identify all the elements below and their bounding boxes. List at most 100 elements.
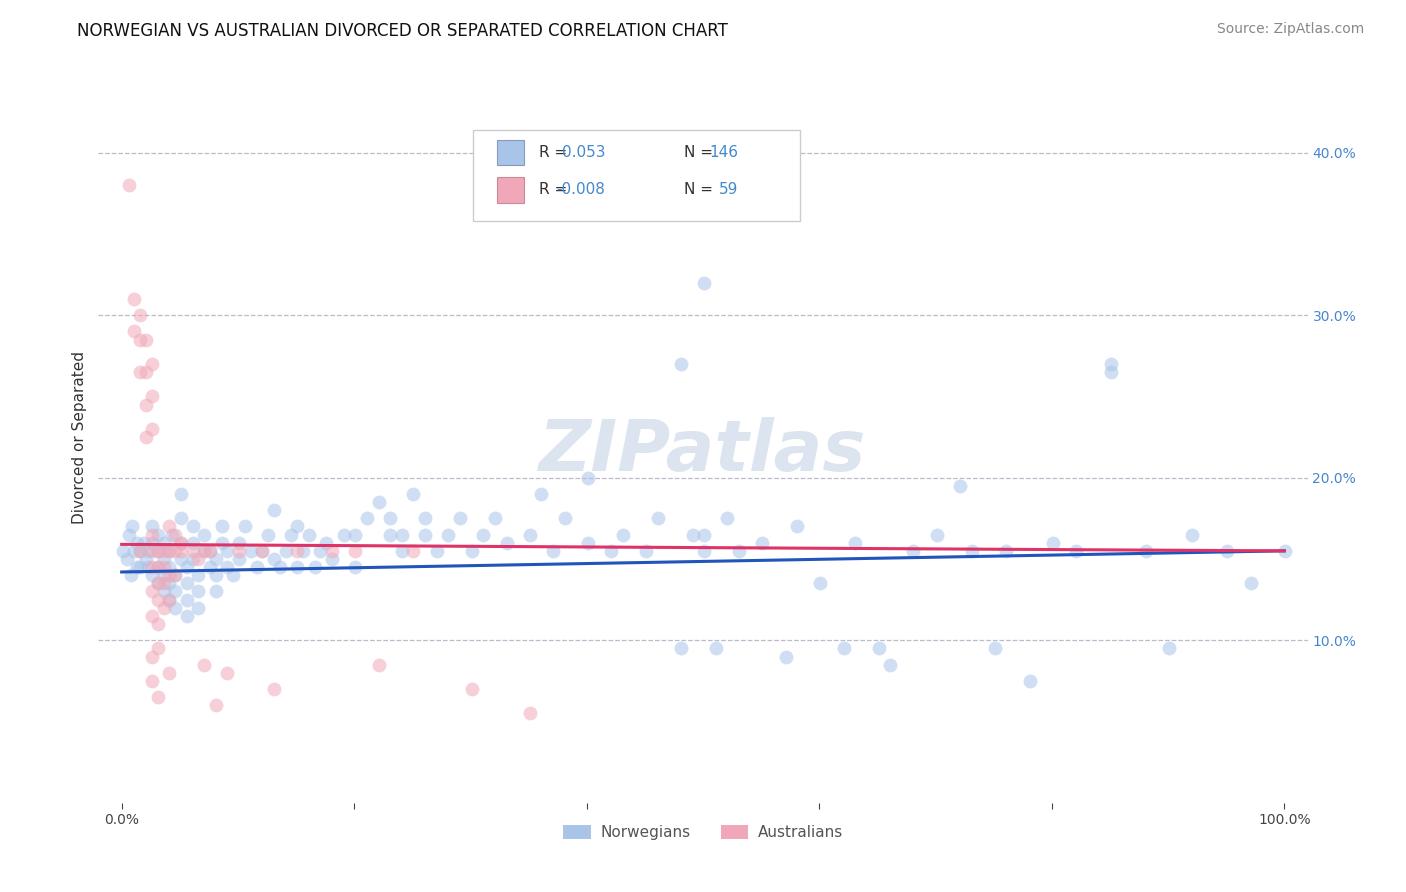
Point (321, 544, 343, 558)
Point (222, 568, 245, 582)
Point (228, 544, 250, 558)
Point (832, 641, 855, 656)
Point (146, 527, 169, 541)
Point (704, 641, 727, 656)
Point (187, 600, 209, 615)
Point (152, 552, 174, 566)
Point (170, 544, 193, 558)
Point (211, 535, 233, 549)
Point (257, 527, 280, 541)
Point (121, 519, 143, 533)
Point (129, 544, 152, 558)
FancyBboxPatch shape (498, 140, 524, 166)
Point (129, 365, 152, 379)
Point (344, 527, 367, 541)
Point (118, 178, 141, 193)
Point (198, 544, 221, 558)
FancyBboxPatch shape (474, 130, 800, 221)
Point (187, 568, 209, 582)
Point (402, 544, 425, 558)
Point (181, 544, 204, 558)
Point (125, 560, 148, 574)
Point (960, 544, 983, 558)
Point (157, 592, 180, 607)
Point (170, 535, 193, 549)
Point (321, 552, 343, 566)
Point (252, 544, 274, 558)
Point (413, 527, 436, 541)
Point (751, 535, 773, 549)
Point (135, 398, 157, 412)
Point (612, 527, 634, 541)
Text: NORWEGIAN VS AUSTRALIAN DIVORCED OR SEPARATED CORRELATION CHART: NORWEGIAN VS AUSTRALIAN DIVORCED OR SEPA… (77, 22, 728, 40)
Point (125, 535, 148, 549)
Point (157, 568, 180, 582)
Point (165, 600, 187, 615)
Point (170, 487, 193, 501)
Point (138, 560, 160, 574)
Point (157, 544, 180, 558)
Point (460, 544, 482, 558)
Point (141, 608, 163, 623)
Point (1099, 365, 1122, 379)
Point (879, 657, 901, 672)
Text: 59: 59 (718, 182, 738, 197)
Point (141, 389, 163, 403)
Point (344, 560, 367, 574)
Point (217, 665, 239, 680)
Point (728, 544, 751, 558)
Point (120, 568, 142, 582)
Point (576, 471, 599, 485)
Point (165, 544, 187, 558)
Point (165, 568, 187, 582)
Point (157, 592, 180, 607)
Point (141, 560, 163, 574)
Point (263, 681, 285, 696)
Point (380, 527, 402, 541)
Point (530, 487, 553, 501)
Point (146, 560, 169, 574)
Point (165, 584, 187, 599)
Point (146, 617, 169, 632)
Point (181, 552, 204, 566)
Point (141, 519, 163, 533)
Text: R =: R = (538, 145, 567, 161)
Point (554, 511, 576, 525)
Point (519, 527, 541, 541)
Text: N =: N = (683, 182, 713, 197)
Point (198, 544, 221, 558)
Point (356, 511, 378, 525)
Point (1042, 535, 1064, 549)
Point (135, 333, 157, 347)
Point (682, 527, 704, 541)
Point (280, 527, 302, 541)
Point (152, 600, 174, 615)
Point (391, 527, 413, 541)
Point (1274, 544, 1296, 558)
Point (165, 568, 187, 582)
Point (205, 552, 228, 566)
Point (367, 495, 389, 509)
Point (205, 584, 228, 599)
Point (402, 487, 425, 501)
Point (152, 576, 174, 591)
Point (669, 357, 692, 371)
Point (129, 333, 152, 347)
Point (176, 560, 198, 574)
Text: R =: R = (538, 182, 567, 197)
Text: -0.008: -0.008 (557, 182, 605, 197)
Point (146, 576, 169, 591)
Point (669, 641, 692, 656)
Point (309, 544, 332, 558)
Point (1239, 576, 1261, 591)
Point (193, 527, 215, 541)
Text: N =: N = (683, 145, 713, 161)
Point (984, 641, 1007, 656)
Point (292, 544, 315, 558)
Legend: Norwegians, Australians: Norwegians, Australians (557, 819, 849, 847)
Point (315, 535, 337, 549)
Point (132, 535, 155, 549)
Point (146, 560, 169, 574)
Text: 146: 146 (709, 145, 738, 161)
Point (141, 649, 163, 664)
